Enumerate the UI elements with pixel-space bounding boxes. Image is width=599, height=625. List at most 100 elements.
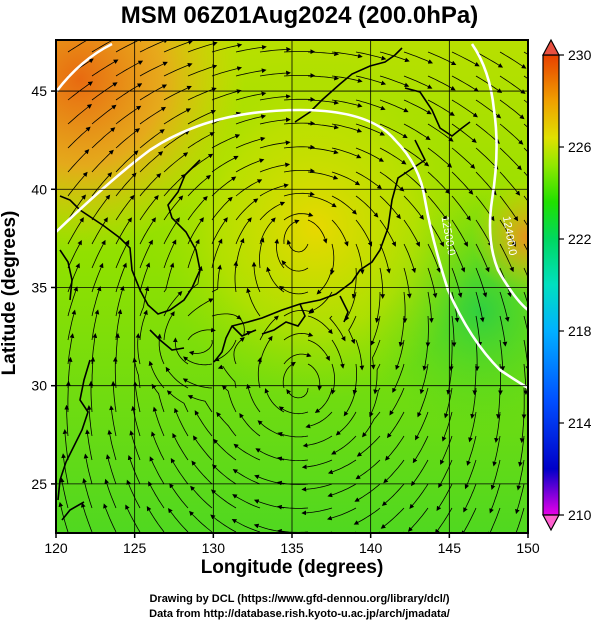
streamline [331, 219, 349, 247]
grid-lines [56, 40, 528, 533]
credit-line-dcl: Drawing by DCL (https://www.gfd-dennou.o… [149, 593, 450, 605]
streamline [67, 104, 93, 125]
streamline [475, 315, 483, 347]
streamline [61, 453, 69, 485]
streamline [67, 309, 77, 341]
streamline [139, 285, 150, 317]
streamline [489, 483, 501, 514]
streamline [107, 429, 117, 461]
streamline [331, 147, 362, 159]
streamline [163, 195, 184, 221]
streamline [277, 431, 309, 438]
streamline [148, 481, 165, 509]
streamline [422, 339, 429, 371]
streamline [115, 194, 135, 221]
streamline [191, 460, 213, 485]
streamline [499, 51, 527, 69]
streamline [187, 395, 213, 413]
streamline [239, 412, 261, 437]
streamline [464, 459, 477, 490]
streamline [519, 411, 525, 444]
streamline [235, 179, 263, 197]
streamline [283, 168, 316, 174]
x-tick-label: 150 [516, 540, 540, 556]
streamline [470, 387, 477, 419]
streamline [494, 411, 501, 443]
streamline [438, 459, 453, 488]
streamline [499, 339, 506, 372]
streamline [474, 339, 480, 372]
streamline [499, 531, 501, 533]
streamline [475, 243, 490, 273]
streamline [88, 380, 94, 413]
streamline [383, 459, 405, 484]
streamline [415, 411, 429, 441]
streamline [499, 147, 522, 171]
streamline [189, 510, 213, 533]
streamline [499, 75, 526, 94]
streamline [499, 291, 510, 323]
streamline [210, 514, 237, 533]
streamline [139, 129, 165, 149]
streamline [257, 357, 262, 389]
streamline [109, 405, 117, 437]
streamline [403, 51, 433, 64]
streamline [277, 456, 309, 462]
streamline [133, 381, 141, 413]
streamline [407, 507, 429, 532]
streamline [115, 83, 143, 101]
streamline [139, 106, 167, 125]
streamline [472, 364, 478, 396]
streamline [412, 435, 429, 464]
streamline [475, 123, 501, 144]
streamline [331, 435, 357, 455]
streamline [276, 504, 309, 510]
streamline [139, 195, 159, 221]
streamline [475, 171, 497, 196]
colorbar-top-triangle [542, 38, 560, 56]
streamline [187, 327, 216, 341]
streamline [217, 364, 237, 389]
streamline [499, 315, 508, 347]
streamline [468, 411, 477, 443]
streamline [355, 459, 381, 480]
streamline [307, 363, 323, 391]
streamline [149, 456, 165, 485]
streamline [487, 507, 501, 533]
streamline [283, 219, 300, 245]
streamline [385, 435, 405, 461]
streamline [126, 479, 141, 509]
streamline [214, 339, 237, 362]
streamline [105, 454, 117, 485]
streamline [356, 435, 381, 457]
streamline [187, 195, 208, 221]
streamline [286, 239, 309, 253]
x-axis-ticks: 120 125 130 135 140 145 150 [44, 533, 540, 556]
streamline [355, 51, 387, 61]
streamline [398, 315, 405, 347]
x-tick-label: 130 [202, 540, 226, 556]
streamline [259, 94, 291, 101]
streamline [307, 147, 339, 155]
streamline [283, 144, 316, 150]
streamline [451, 219, 468, 247]
streamline [259, 315, 279, 341]
streamline [283, 352, 312, 365]
streamline [355, 171, 382, 190]
streamline [283, 120, 316, 126]
streamline [343, 387, 357, 417]
streamline [425, 315, 431, 348]
streamline [355, 339, 365, 371]
streamline [427, 147, 453, 168]
streamline [354, 483, 381, 502]
streamline [82, 477, 93, 509]
streamline [355, 75, 387, 86]
streamline [353, 507, 381, 525]
streamline [231, 519, 261, 533]
streamline [335, 411, 357, 436]
streamline [67, 286, 79, 317]
streamline [91, 194, 111, 221]
streamline [246, 383, 261, 413]
streamline [148, 360, 165, 389]
streamline [156, 333, 165, 365]
